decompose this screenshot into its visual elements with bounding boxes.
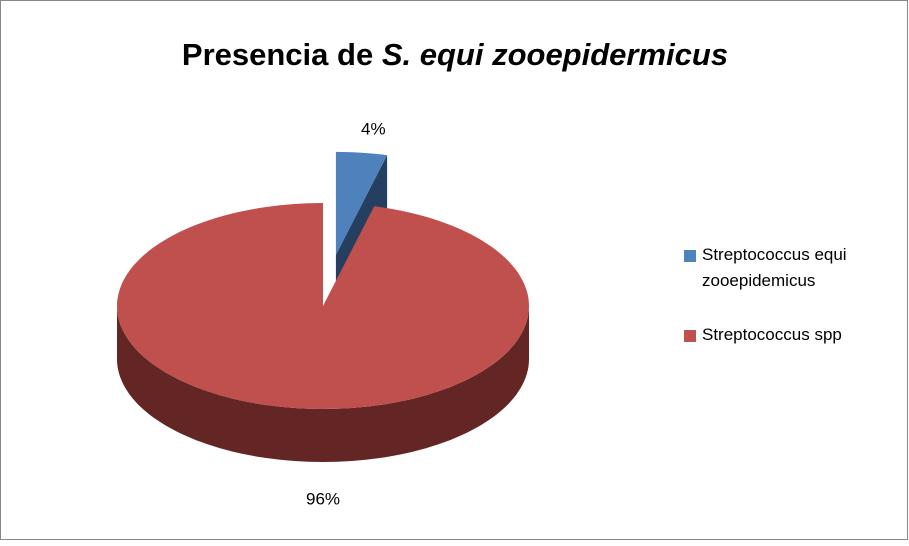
legend-swatch [684, 330, 696, 342]
data-label: 4% [361, 119, 386, 138]
slice [335, 151, 388, 255]
legend-label-line: zooepidemicus [702, 271, 815, 290]
legend-label-line: Streptococcus equi [702, 245, 847, 264]
data-label: 96% [306, 489, 340, 508]
slice [117, 203, 529, 409]
chart-title: Presencia de S. equi zooepidermicus [182, 37, 728, 72]
legend-swatch [684, 250, 696, 262]
legend-label-line: Streptococcus spp [702, 325, 842, 344]
legend-label: Streptococcus equi zooepidemicus [702, 245, 847, 290]
legend-label: Streptococcus spp [702, 325, 842, 344]
slice-side [117, 306, 529, 462]
title-italic: S. equi zooepidermicus [382, 37, 728, 72]
title-plain: Presencia de [182, 37, 373, 72]
